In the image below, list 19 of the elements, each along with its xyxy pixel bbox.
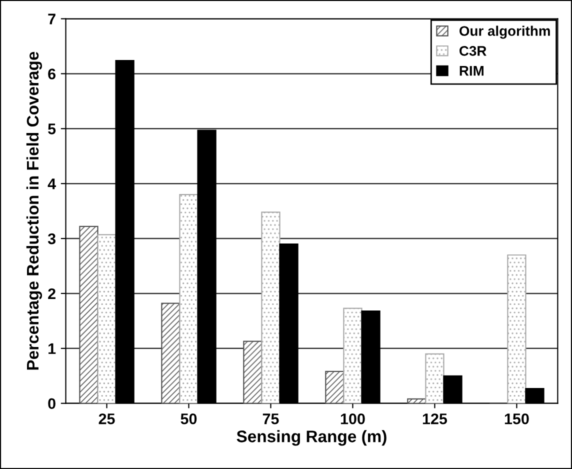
y-tick-label: 1: [48, 343, 56, 354]
y-tick-label: 0: [48, 398, 56, 410]
x-tick-label: 150: [504, 413, 529, 424]
x-tick-label: 50: [180, 413, 197, 424]
x-axis-title: Sensing Range (m): [236, 430, 386, 446]
x-tick-label: 125: [422, 413, 448, 424]
y-tick-label: 2: [48, 288, 56, 299]
y-axis-title: Percentage Reduction in Field Coverage: [26, 52, 42, 370]
y-tick-label: 7: [48, 14, 56, 24]
legend-label: Our algorithm: [460, 26, 550, 39]
x-tick-label: 100: [340, 413, 365, 424]
x-tick-label: 75: [262, 414, 279, 424]
legend-label: C3R: [460, 46, 486, 56]
x-tick-label: 25: [98, 413, 115, 424]
legend-label: RIM: [460, 66, 484, 76]
y-tick-label: 6: [48, 68, 56, 80]
y-tick-label: 4: [48, 178, 56, 190]
y-tick-label: 3: [48, 233, 56, 244]
y-tick-label: 5: [48, 124, 56, 134]
